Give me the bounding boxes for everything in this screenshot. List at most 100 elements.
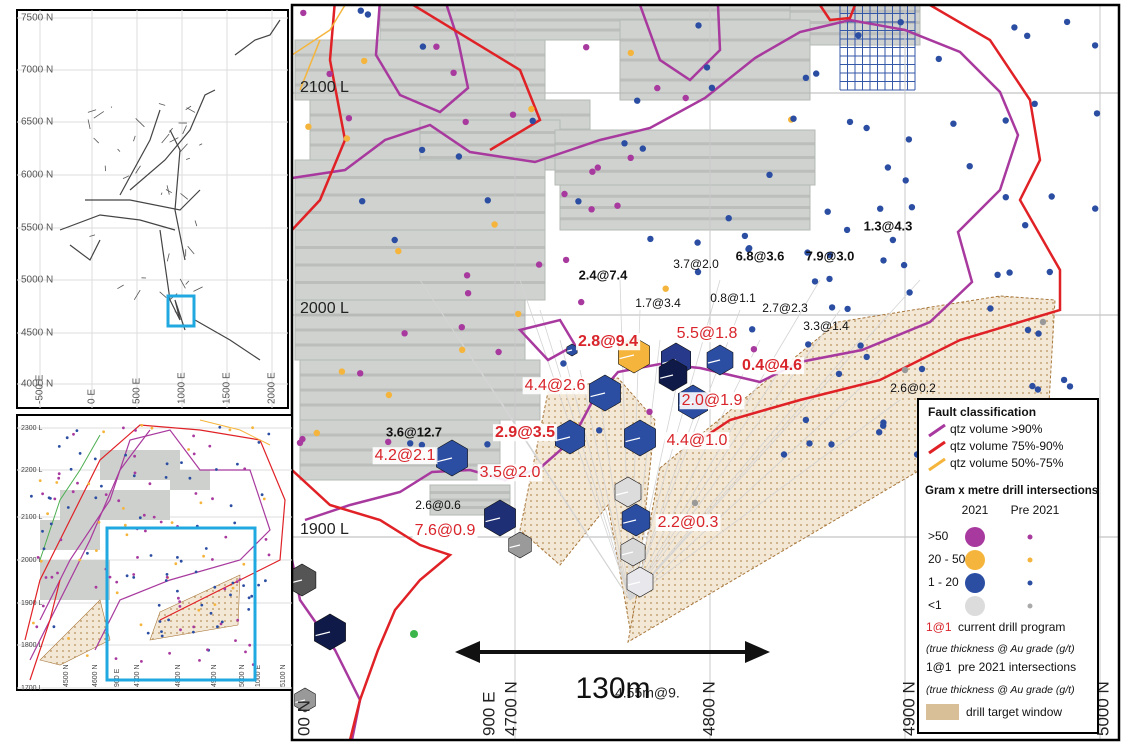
- contour-90: [517, 318, 577, 362]
- pre2021-hole: [401, 330, 408, 337]
- pre2021-hole: [419, 43, 427, 50]
- hole-dot: [224, 535, 228, 539]
- drill-trace: [629, 309, 841, 601]
- legend-text: (true thickness @ Au grade (g/t): [926, 684, 1075, 696]
- mine-workings: [129, 89, 216, 191]
- easting-label: 1000 E: [255, 664, 262, 687]
- northing-label: 5000 N: [239, 664, 246, 687]
- pre2021-hole: [1046, 268, 1054, 276]
- pre2021-hole: [694, 268, 702, 276]
- mine-workings: [179, 278, 186, 289]
- pre2021-hole: [458, 324, 465, 331]
- hole-dot: [136, 556, 139, 559]
- drill-trace: [315, 631, 331, 637]
- hole-dot: [174, 562, 178, 566]
- mine-workings: [59, 214, 176, 231]
- hole-dot: [257, 583, 260, 587]
- pre2021-hole: [621, 140, 628, 147]
- legend-text: qtz volume 75%-90%: [950, 439, 1064, 453]
- current-intersection-label: 2.2@0.3: [658, 514, 719, 531]
- hole-dot: [213, 603, 217, 606]
- hole-dot: [176, 589, 179, 593]
- marker: [410, 630, 418, 638]
- hole-dot: [132, 576, 136, 579]
- hole-dot: [223, 587, 227, 591]
- pre2021-hole: [361, 57, 368, 65]
- legend: Fault classification qtz volume >90% qtz v…: [917, 398, 1099, 734]
- pre2021-hole: [843, 226, 851, 234]
- hole-dot: [49, 522, 53, 526]
- mine-workings: [166, 253, 170, 262]
- drill-trace: [629, 339, 761, 601]
- pre2021-hole: [987, 305, 994, 312]
- hole-dot: [152, 515, 156, 519]
- contour-90: [374, 5, 470, 114]
- pre2021-hole: [746, 245, 753, 252]
- hole-dot: [247, 596, 251, 600]
- hole-dot: [97, 520, 101, 524]
- drill-trace: [623, 519, 637, 524]
- hole-dot: [132, 573, 136, 576]
- hole-dot: [267, 553, 271, 557]
- pre2021-hole: [863, 124, 870, 132]
- drill-intersection-2021: [292, 563, 317, 597]
- easting-label: 900 E: [114, 668, 121, 687]
- pre2021-hole: [835, 370, 843, 378]
- drill-trace: [629, 399, 901, 601]
- drill-trace: [485, 517, 501, 523]
- hole-dot: [32, 621, 35, 625]
- pre2021-hole: [855, 32, 862, 39]
- hole-dot: [194, 492, 198, 495]
- pre2021-hole: [357, 370, 364, 377]
- pre2021-hole: [1066, 383, 1074, 390]
- hole-dot: [69, 467, 73, 471]
- pre2021-intersection-label: 2.6@0.2: [890, 381, 936, 395]
- hole-dot: [165, 462, 169, 466]
- hole-dot: [122, 507, 125, 510]
- stope-block: [40, 520, 100, 550]
- hole-dot: [179, 628, 182, 632]
- mine-workings: [93, 111, 105, 119]
- current-intersection-label: 2.9@3.5: [495, 424, 555, 441]
- pre2021-hole: [824, 208, 831, 215]
- hole-dot: [35, 625, 39, 629]
- mine-workings: [133, 135, 136, 142]
- contour-75: [292, 469, 453, 740]
- hole-dot: [165, 573, 169, 576]
- label-box: [655, 514, 721, 532]
- hole-dot: [76, 481, 79, 485]
- hole-dot: [238, 578, 242, 581]
- hole-dot: [108, 575, 112, 579]
- legend-swatch-2021: [965, 527, 985, 547]
- pre2021-hole: [495, 348, 502, 356]
- pre2021-hole: [806, 440, 813, 447]
- contour-75: [29, 579, 61, 681]
- pre2021-hole: [1006, 269, 1013, 276]
- level-label: 1900 L: [21, 600, 43, 607]
- pre2021-hole: [780, 451, 788, 458]
- northing-label: 4600 N: [92, 664, 99, 687]
- hole-dot: [132, 474, 136, 478]
- hole-dot: [75, 429, 79, 432]
- pre2021-hole: [343, 135, 351, 142]
- hole-dot: [78, 558, 82, 562]
- hole-dot: [67, 637, 70, 640]
- label-box: [477, 464, 543, 482]
- pre2021-hole: [826, 252, 834, 259]
- pre2021-hole: [459, 346, 466, 353]
- hole-dot: [57, 472, 61, 476]
- pre2021-hole: [561, 190, 568, 198]
- drill-trace: [509, 544, 521, 549]
- stope-block: [60, 490, 170, 520]
- pre2021-hole: [515, 310, 522, 318]
- legend-swatch-2021: [965, 550, 985, 570]
- pre2021-hole: [484, 441, 491, 448]
- pre2021-hole: [902, 177, 909, 184]
- hole-dot: [194, 570, 198, 574]
- pre2021-hole: [1035, 330, 1042, 337]
- hole-dot: [228, 428, 232, 432]
- pre2021-hole: [299, 435, 306, 443]
- level-label: 2300 L: [21, 425, 43, 432]
- pre2021-hole: [359, 198, 366, 205]
- pre2021-hole: [562, 256, 570, 264]
